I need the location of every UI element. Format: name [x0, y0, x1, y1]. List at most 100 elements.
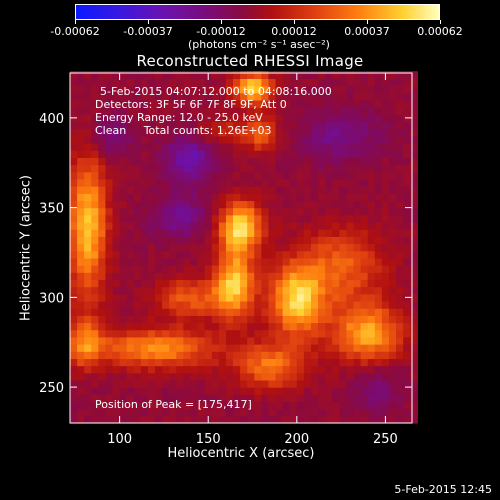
- heatmap-cell: [296, 157, 305, 166]
- heatmap-cell: [339, 178, 348, 187]
- heatmap-cell: [240, 358, 248, 367]
- heatmap-cell: [70, 279, 78, 288]
- heatmap-cell: [84, 387, 92, 395]
- heatmap-cell: [133, 401, 142, 410]
- heatmap-cell: [403, 78, 411, 87]
- heatmap-cell: [360, 265, 369, 273]
- heatmap-cell: [282, 85, 291, 94]
- heatmap-cell: [126, 272, 135, 281]
- heatmap-cell: [119, 143, 128, 151]
- heatmap-cell: [282, 286, 291, 295]
- heatmap-cell: [310, 300, 319, 309]
- heatmap-cell: [282, 315, 291, 324]
- heatmap-cell: [77, 415, 85, 424]
- heatmap-cell: [289, 365, 298, 374]
- heatmap-cell: [282, 128, 291, 137]
- heatmap-cell: [105, 229, 114, 237]
- heatmap-cell: [360, 387, 369, 395]
- heatmap-cell: [70, 394, 78, 403]
- heatmap-cell: [70, 257, 78, 266]
- heatmap-cell: [282, 99, 291, 108]
- heatmap-cell: [147, 300, 156, 309]
- heatmap-cell: [176, 408, 185, 417]
- heatmap-cell: [410, 365, 418, 374]
- heatmap-cell: [183, 279, 192, 288]
- heatmap-cell: [240, 322, 248, 331]
- heatmap-cell: [282, 265, 291, 273]
- heatmap-cell: [112, 344, 121, 352]
- heatmap-cell: [339, 171, 348, 180]
- heatmap-cell: [403, 164, 411, 173]
- heatmap-cell: [374, 372, 383, 381]
- heatmap-cell: [126, 121, 135, 130]
- heatmap-cell: [162, 408, 170, 417]
- heatmap-cell: [261, 221, 270, 230]
- heatmap-cell: [332, 229, 340, 237]
- heatmap-cell: [225, 214, 234, 223]
- heatmap-cell: [218, 379, 227, 388]
- heatmap-cell: [197, 358, 206, 367]
- heatmap-cell: [91, 308, 99, 316]
- heatmap-cell: [112, 92, 121, 101]
- heatmap-cell: [225, 358, 234, 367]
- heatmap-cell: [240, 243, 248, 252]
- heatmap-cell: [119, 243, 128, 252]
- heatmap-cell: [133, 279, 142, 288]
- heatmap-cell: [332, 186, 340, 194]
- heatmap-cell: [303, 92, 312, 101]
- heatmap-cell: [388, 114, 397, 123]
- heatmap-cell: [155, 329, 163, 338]
- heatmap-cell: [346, 394, 355, 403]
- heatmap-cell: [119, 257, 128, 266]
- heatmap-cell: [360, 143, 369, 151]
- heatmap-cell: [254, 358, 262, 367]
- heatmap-cell: [70, 379, 78, 388]
- heatmap-cell: [77, 408, 85, 417]
- heatmap-cell: [318, 221, 326, 230]
- heatmap-cell: [133, 236, 142, 245]
- heatmap-cell: [119, 99, 128, 108]
- heatmap-cell: [112, 379, 121, 388]
- heatmap-cell: [332, 164, 340, 173]
- heatmap-cell: [261, 78, 270, 87]
- heatmap-cell: [126, 279, 135, 288]
- heatmap-cell: [268, 221, 277, 230]
- heatmap-cell: [133, 394, 142, 403]
- heatmap-cell: [388, 387, 397, 395]
- heatmap-cell: [254, 92, 262, 101]
- heatmap-cell: [318, 300, 326, 309]
- heatmap-cell: [70, 336, 78, 345]
- heatmap-cell: [268, 236, 277, 245]
- heatmap-cell: [332, 236, 340, 245]
- heatmap-cell: [162, 157, 170, 166]
- heatmap-cell: [388, 394, 397, 403]
- heatmap-cell: [289, 157, 298, 166]
- heatmap-cell: [268, 164, 277, 173]
- heatmap-cell: [346, 150, 355, 158]
- heatmap-cell: [296, 214, 305, 223]
- heatmap-cell: [339, 358, 348, 367]
- heatmap-cell: [105, 171, 114, 180]
- heatmap-cell: [133, 336, 142, 345]
- heatmap-cell: [325, 401, 333, 410]
- heatmap-cell: [176, 157, 185, 166]
- heatmap-cell: [155, 387, 163, 395]
- heatmap-cell: [169, 71, 177, 79]
- heatmap-cell: [282, 207, 291, 216]
- heatmap-cell: [70, 85, 78, 94]
- heatmap-cell: [410, 265, 418, 273]
- heatmap-cell: [289, 78, 298, 87]
- heatmap-cell: [339, 143, 348, 151]
- heatmap-cell: [218, 221, 227, 230]
- heatmap-cell: [310, 78, 319, 87]
- heatmap-cell: [126, 329, 135, 338]
- heatmap-cell: [233, 157, 241, 166]
- heatmap-cell: [233, 243, 241, 252]
- heatmap-cell: [140, 365, 149, 374]
- heatmap-cell: [84, 401, 92, 410]
- heatmap-cell: [211, 250, 220, 259]
- heatmap-cell: [332, 308, 340, 316]
- heatmap-cell: [162, 186, 170, 194]
- heatmap-cell: [396, 365, 404, 374]
- heatmap-cell: [112, 114, 121, 123]
